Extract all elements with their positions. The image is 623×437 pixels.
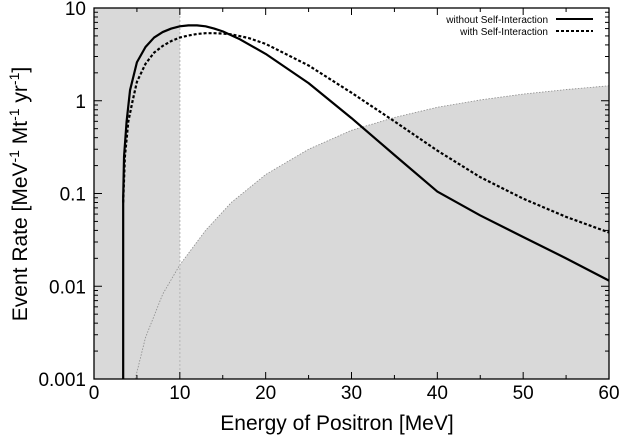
y-tick-label: 0.001 bbox=[38, 370, 86, 391]
x-tick-label: 0 bbox=[89, 383, 100, 404]
x-tick-label: 50 bbox=[513, 383, 534, 404]
background-event-region bbox=[134, 85, 609, 379]
axis-ticks: 0 10 20 30 40 50 60 0.001 0.01 0.1 1 10 bbox=[38, 0, 619, 404]
x-tick-label: 20 bbox=[255, 383, 276, 404]
x-tick-label: 10 bbox=[169, 383, 190, 404]
legend: without Self-Interaction with Self-Inter… bbox=[445, 15, 593, 38]
legend-label-without-self-interaction: without Self-Interaction bbox=[445, 15, 548, 26]
x-tick-label: 30 bbox=[341, 383, 362, 404]
y-tick-label: 0.01 bbox=[49, 277, 86, 298]
x-tick-label: 40 bbox=[427, 383, 448, 404]
y-tick-label: 1 bbox=[75, 92, 86, 113]
series-line-without-self-interaction bbox=[122, 24, 609, 379]
x-tick-label: 60 bbox=[598, 383, 619, 404]
y-axis-title: Event Rate [MeV-1 Mt-1 yr-1] bbox=[6, 67, 32, 321]
y-tick-label: 0.1 bbox=[60, 185, 86, 206]
x-axis-title: Energy of Positron [MeV] bbox=[220, 412, 453, 435]
legend-label-with-self-interaction: with Self-Interaction bbox=[459, 27, 548, 38]
y-tick-label: 10 bbox=[65, 0, 86, 20]
series-line-with-self-interaction bbox=[122, 32, 609, 234]
